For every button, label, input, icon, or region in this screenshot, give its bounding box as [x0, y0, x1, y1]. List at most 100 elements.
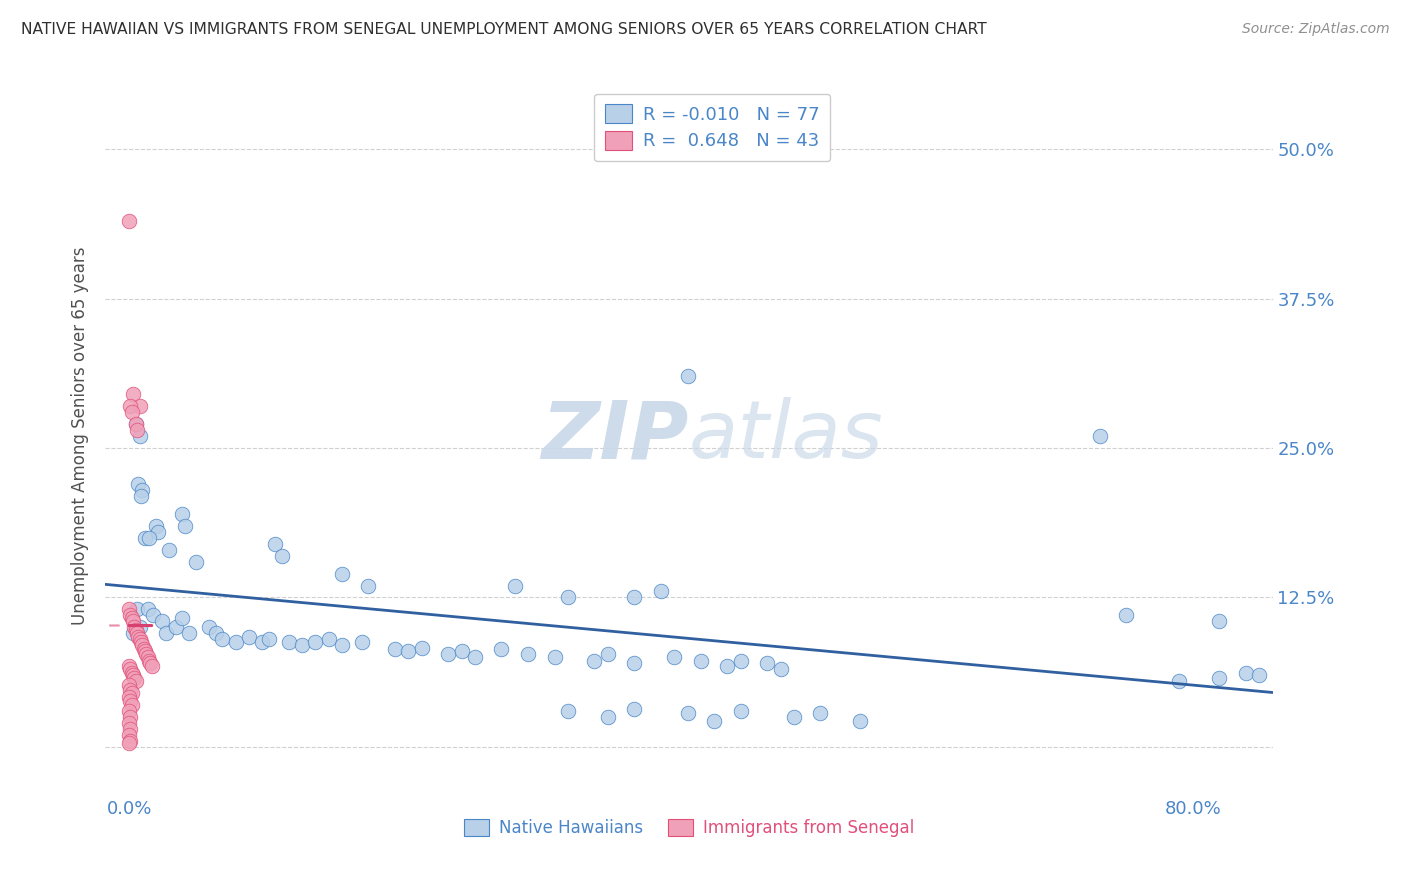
- Point: [118, 602, 141, 616]
- Point: [122, 626, 145, 640]
- Point: [177, 626, 200, 640]
- Point: [121, 611, 143, 625]
- Point: [172, 507, 194, 521]
- Text: ZIP: ZIP: [541, 397, 689, 475]
- Point: [118, 214, 141, 228]
- Point: [138, 531, 160, 545]
- Point: [118, 690, 141, 704]
- Point: [224, 634, 246, 648]
- Y-axis label: Unemployment Among Seniors over 65 years: Unemployment Among Seniors over 65 years: [72, 247, 89, 625]
- Point: [318, 632, 340, 647]
- Point: [238, 630, 260, 644]
- Point: [174, 518, 197, 533]
- Point: [330, 566, 353, 581]
- Point: [557, 704, 579, 718]
- Point: [650, 584, 672, 599]
- Point: [517, 647, 540, 661]
- Point: [304, 634, 326, 648]
- Point: [623, 657, 645, 671]
- Point: [135, 647, 157, 661]
- Point: [165, 620, 187, 634]
- Point: [357, 578, 380, 592]
- Point: [596, 647, 619, 661]
- Point: [122, 387, 145, 401]
- Point: [623, 701, 645, 715]
- Point: [150, 615, 173, 629]
- Text: Source: ZipAtlas.com: Source: ZipAtlas.com: [1241, 22, 1389, 37]
- Point: [148, 524, 170, 539]
- Point: [664, 650, 686, 665]
- Point: [118, 704, 141, 718]
- Point: [120, 694, 142, 708]
- Point: [120, 710, 142, 724]
- Point: [503, 578, 526, 592]
- Point: [118, 658, 141, 673]
- Point: [141, 658, 163, 673]
- Point: [120, 399, 142, 413]
- Point: [1234, 665, 1257, 680]
- Point: [676, 706, 699, 721]
- Point: [769, 662, 792, 676]
- Point: [128, 620, 150, 634]
- Point: [543, 650, 565, 665]
- Point: [125, 417, 148, 431]
- Point: [136, 602, 159, 616]
- Point: [118, 728, 141, 742]
- Point: [450, 644, 472, 658]
- Point: [128, 429, 150, 443]
- Point: [121, 686, 143, 700]
- Point: [350, 634, 373, 648]
- Point: [127, 602, 149, 616]
- Point: [127, 626, 149, 640]
- Point: [330, 638, 353, 652]
- Point: [277, 634, 299, 648]
- Point: [134, 531, 156, 545]
- Point: [703, 714, 725, 728]
- Point: [1168, 674, 1191, 689]
- Point: [596, 710, 619, 724]
- Point: [384, 641, 406, 656]
- Point: [124, 620, 146, 634]
- Point: [131, 638, 153, 652]
- Point: [464, 650, 486, 665]
- Point: [184, 555, 207, 569]
- Point: [132, 641, 155, 656]
- Point: [557, 591, 579, 605]
- Point: [396, 644, 419, 658]
- Point: [250, 634, 273, 648]
- Point: [411, 640, 433, 655]
- Point: [145, 518, 167, 533]
- Point: [716, 658, 738, 673]
- Point: [118, 716, 141, 731]
- Point: [136, 650, 159, 665]
- Point: [257, 632, 280, 647]
- Point: [120, 682, 142, 697]
- Point: [849, 714, 872, 728]
- Point: [271, 549, 294, 563]
- Point: [138, 654, 160, 668]
- Point: [120, 722, 142, 736]
- Text: NATIVE HAWAIIAN VS IMMIGRANTS FROM SENEGAL UNEMPLOYMENT AMONG SENIORS OVER 65 YE: NATIVE HAWAIIAN VS IMMIGRANTS FROM SENEG…: [21, 22, 987, 37]
- Point: [125, 623, 148, 637]
- Point: [291, 638, 314, 652]
- Point: [121, 665, 143, 680]
- Point: [1115, 608, 1137, 623]
- Point: [121, 405, 143, 419]
- Point: [127, 476, 149, 491]
- Point: [128, 632, 150, 647]
- Point: [689, 654, 711, 668]
- Point: [129, 634, 152, 648]
- Point: [756, 657, 779, 671]
- Legend: Native Hawaiians, Immigrants from Senegal: Native Hawaiians, Immigrants from Senega…: [457, 813, 921, 844]
- Point: [1208, 615, 1230, 629]
- Point: [118, 736, 141, 750]
- Point: [583, 654, 606, 668]
- Text: atlas: atlas: [689, 397, 883, 475]
- Point: [783, 710, 806, 724]
- Point: [676, 369, 699, 384]
- Point: [128, 399, 150, 413]
- Point: [730, 654, 752, 668]
- Point: [437, 647, 460, 661]
- Point: [134, 644, 156, 658]
- Point: [139, 657, 162, 671]
